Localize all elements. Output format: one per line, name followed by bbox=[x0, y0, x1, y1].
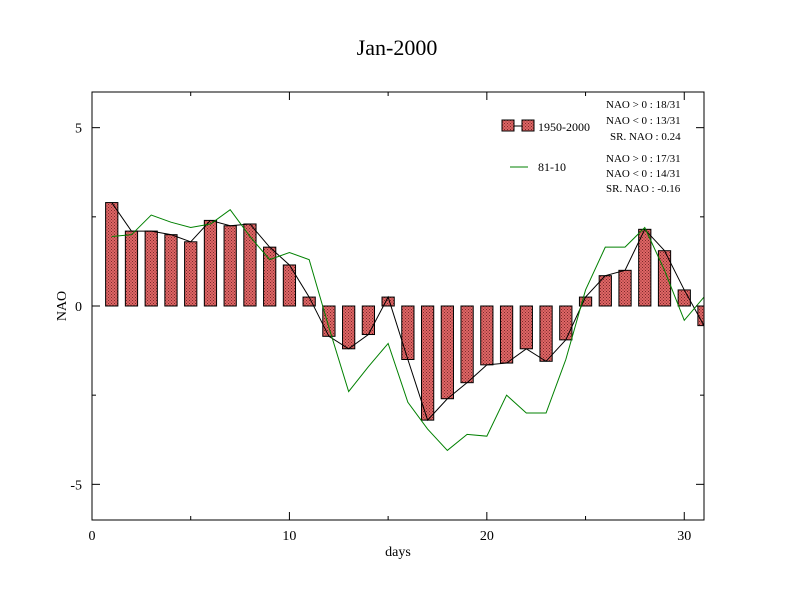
stat-line: NAO > 0 : 18/31 bbox=[606, 99, 681, 111]
x-axis-label: days bbox=[385, 545, 411, 560]
bar-day-21 bbox=[499, 305, 514, 364]
stat-line: SR. NAO : -0.16 bbox=[606, 183, 681, 195]
bar-day-23 bbox=[539, 305, 553, 362]
bar-day-17 bbox=[420, 305, 435, 421]
bar-day-14 bbox=[361, 305, 376, 336]
line-81-10 bbox=[111, 209, 705, 452]
bar-day-18 bbox=[440, 305, 454, 400]
x-tick-label: 0 bbox=[89, 529, 96, 544]
bar-day-12 bbox=[322, 305, 336, 337]
bar-day-9 bbox=[263, 246, 277, 307]
stat-line: NAO > 0 : 17/31 bbox=[606, 153, 681, 165]
stats-block-2: NAO > 0 : 17/31 NAO < 0 : 14/31 SR. NAO … bbox=[606, 153, 681, 195]
y-tick-label: -5 bbox=[70, 478, 82, 493]
bar-day-20 bbox=[480, 305, 494, 366]
y-axis-label: NAO bbox=[55, 291, 70, 321]
bar-day-13 bbox=[342, 305, 356, 350]
legend-bar-swatch-1 bbox=[501, 119, 515, 132]
y-tick-label: 5 bbox=[75, 122, 82, 137]
legend-label-81-10: 81-10 bbox=[538, 160, 566, 174]
bar-day-27 bbox=[618, 269, 632, 307]
bar-day-1 bbox=[105, 202, 119, 307]
chart-title: Jan-2000 bbox=[357, 35, 438, 60]
bar-day-24 bbox=[559, 305, 573, 341]
stat-line: NAO < 0 : 14/31 bbox=[606, 168, 681, 180]
bar-day-22 bbox=[519, 305, 533, 350]
bar-series bbox=[105, 202, 705, 421]
stat-line: NAO < 0 : 13/31 bbox=[606, 115, 681, 127]
x-tick-label: 10 bbox=[282, 529, 296, 544]
bar-day-7 bbox=[223, 225, 237, 307]
line-series bbox=[111, 202, 705, 452]
stats-block-1: NAO > 0 : 18/31 NAO < 0 : 13/31 SR. NAO … bbox=[606, 99, 681, 143]
bar-day-28 bbox=[638, 228, 652, 307]
x-tick-label: 20 bbox=[480, 529, 494, 544]
x-tick-label: 30 bbox=[677, 529, 691, 544]
bar-day-6 bbox=[203, 219, 218, 307]
bar-series-connector-line bbox=[111, 202, 705, 422]
legend-bar-swatch-2 bbox=[521, 119, 535, 132]
bar-day-19 bbox=[460, 305, 474, 384]
bar-day-3 bbox=[144, 230, 158, 307]
legend-label-1950-2000: 1950-2000 bbox=[538, 120, 590, 134]
bar-day-16 bbox=[401, 305, 415, 360]
bar-day-5 bbox=[184, 241, 198, 307]
bar-day-4 bbox=[164, 234, 178, 307]
stat-line: SR. NAO : 0.24 bbox=[610, 131, 681, 143]
legend: 1950-2000 81-10 bbox=[501, 119, 590, 174]
bar-day-2 bbox=[124, 230, 139, 307]
axis-ticks: 0 10 20 30 -5 0 5 bbox=[70, 92, 704, 544]
y-tick-label: 0 bbox=[75, 300, 82, 315]
